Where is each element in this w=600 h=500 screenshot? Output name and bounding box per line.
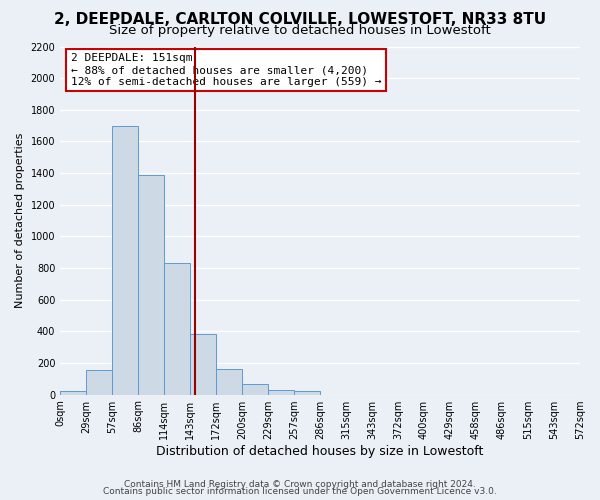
X-axis label: Distribution of detached houses by size in Lowestoft: Distribution of detached houses by size … bbox=[157, 444, 484, 458]
Text: 2 DEEPDALE: 151sqm
← 88% of detached houses are smaller (4,200)
12% of semi-deta: 2 DEEPDALE: 151sqm ← 88% of detached hou… bbox=[71, 54, 381, 86]
Text: Size of property relative to detached houses in Lowestoft: Size of property relative to detached ho… bbox=[109, 24, 491, 37]
Text: 2, DEEPDALE, CARLTON COLVILLE, LOWESTOFT, NR33 8TU: 2, DEEPDALE, CARLTON COLVILLE, LOWESTOFT… bbox=[54, 12, 546, 28]
Y-axis label: Number of detached properties: Number of detached properties bbox=[15, 133, 25, 308]
Bar bbox=[242, 384, 268, 394]
Bar bbox=[164, 264, 190, 394]
Bar bbox=[138, 174, 164, 394]
Text: Contains public sector information licensed under the Open Government Licence v3: Contains public sector information licen… bbox=[103, 487, 497, 496]
Bar bbox=[268, 390, 294, 394]
Bar bbox=[190, 334, 216, 394]
Bar bbox=[60, 392, 86, 394]
Text: Contains HM Land Registry data © Crown copyright and database right 2024.: Contains HM Land Registry data © Crown c… bbox=[124, 480, 476, 489]
Bar bbox=[294, 392, 320, 394]
Bar bbox=[112, 126, 138, 394]
Bar bbox=[216, 370, 242, 394]
Bar bbox=[86, 370, 112, 394]
